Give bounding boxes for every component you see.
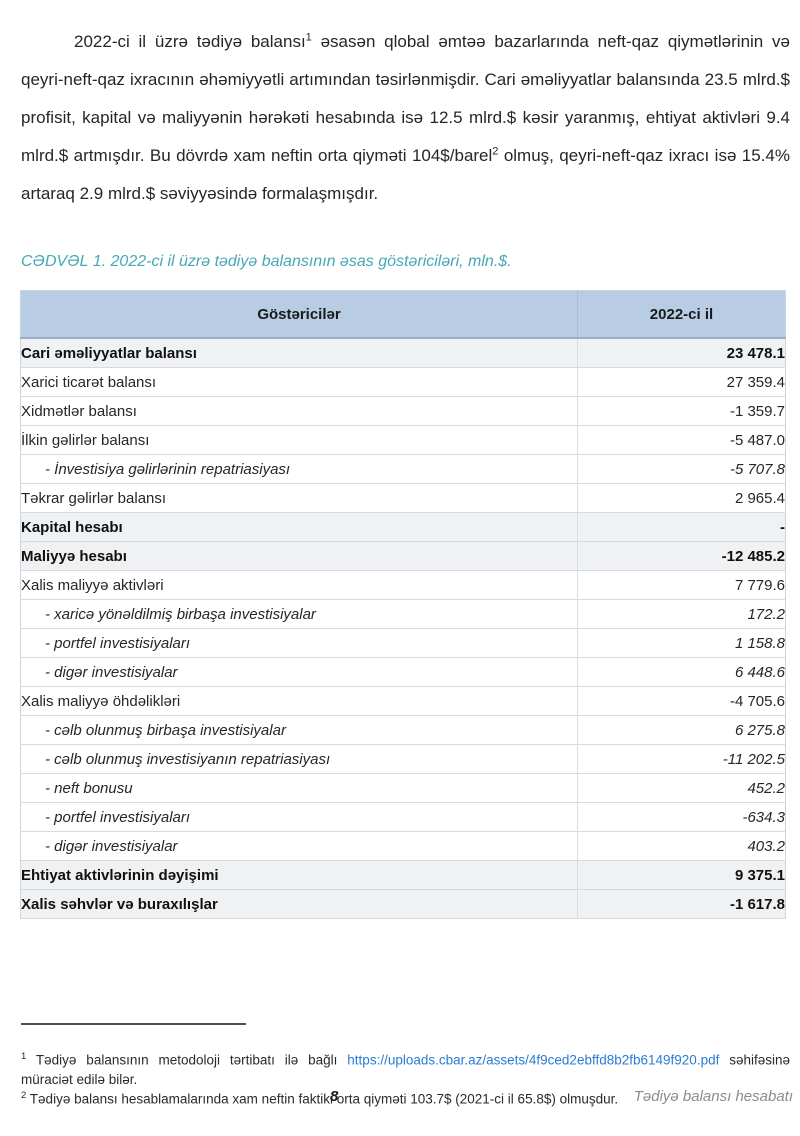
- row-label: Kapital hesabı: [20, 512, 578, 542]
- row-value: 6 275.8: [577, 715, 786, 745]
- row-value: -5 707.8: [577, 454, 786, 484]
- table-row: Təkrar gəlirlər balansı 2 965.4: [20, 483, 786, 513]
- table-row: Xalis maliyyə aktivləri 7 779.6: [20, 570, 786, 600]
- row-label: - digər investisiyalar: [20, 657, 578, 687]
- table-row: Xarici ticarət balansı 27 359.4: [20, 367, 786, 397]
- table-row: Xalis maliyyə öhdəlikləri -4 705.6: [20, 686, 786, 716]
- row-label: - portfel investisiyaları: [20, 628, 578, 658]
- row-label: - portfel investisiyaları: [20, 802, 578, 832]
- footnote-1-text-before: Tədiyə balansının metodoloji tərtibatı i…: [26, 1052, 348, 1067]
- footnote-separator: [21, 1023, 246, 1025]
- row-label: - İnvestisiya gəlirlərinin repatriasiyas…: [20, 454, 578, 484]
- column-header-indicators: Göstəricilər: [20, 290, 578, 339]
- row-label: Xalis maliyyə aktivləri: [20, 570, 578, 600]
- row-label: Cari əməliyyatlar balansı: [20, 338, 578, 368]
- row-label: İlkin gəlirlər balansı: [20, 425, 578, 455]
- row-label: Ehtiyat aktivlərinin dəyişimi: [20, 860, 578, 890]
- row-value: -12 485.2: [577, 541, 786, 571]
- row-value: -4 705.6: [577, 686, 786, 716]
- table-row: - portfel investisiyaları -634.3: [20, 802, 786, 832]
- footnote-link[interactable]: https://uploads.cbar.az/assets/4f9ced2eb…: [347, 1052, 720, 1067]
- table-caption: CƏDVƏL 1. 2022-ci il üzrə tədiyə balansı…: [21, 253, 512, 270]
- row-label: Təkrar gəlirlər balansı: [20, 483, 578, 513]
- table-row: Xidmətlər balansı -1 359.7: [20, 396, 786, 426]
- table-row: Cari əməliyyatlar balansı 23 478.1: [20, 338, 786, 368]
- paragraph-text-2: əsasən qlobal əmtəə bazarlarında neft-qa…: [21, 32, 790, 165]
- row-value: -634.3: [577, 802, 786, 832]
- row-value: 403.2: [577, 831, 786, 861]
- row-label: - cəlb olunmuş birbaşa investisiyalar: [20, 715, 578, 745]
- row-value: -: [577, 512, 786, 542]
- row-label: Xalis səhvlər və buraxılışlar: [20, 889, 578, 919]
- table-row: - İnvestisiya gəlirlərinin repatriasiyas…: [20, 454, 786, 484]
- table-row: Kapital hesabı -: [20, 512, 786, 542]
- row-value: 1 158.8: [577, 628, 786, 658]
- paragraph-text-1: 2022-ci il üzrə tədiyə balansı: [74, 32, 306, 51]
- table-row: - portfel investisiyaları 1 158.8: [20, 628, 786, 658]
- paragraph-text-3: olmuş, qeyri-neft-qaz ixracı isə 15.4% a…: [21, 146, 791, 203]
- row-value: 452.2: [577, 773, 786, 803]
- row-value: 9 375.1: [577, 860, 786, 890]
- row-value: 6 448.6: [577, 657, 786, 687]
- row-label: Xidmətlər balansı: [20, 396, 578, 426]
- footnote-1-marker: 1: [21, 1050, 27, 1062]
- balance-table: Göstəricilər 2022-ci il Cari əməliyyatla…: [20, 290, 786, 919]
- footnote-2: 2 Tədiyə balansı hesablamalarında xam ne…: [21, 1086, 790, 1110]
- footnote-2-marker: 2: [21, 1089, 27, 1101]
- footnote-ref-2: 2: [492, 145, 499, 158]
- intro-paragraph: 2022-ci il üzrə tədiyə balansı1 əsasən q…: [21, 23, 790, 213]
- row-label: - xaricə yönəldilmiş birbaşa investisiya…: [20, 599, 578, 629]
- row-value: -11 202.5: [577, 744, 786, 774]
- row-label: - digər investisiyalar: [20, 831, 578, 861]
- table-row: İlkin gəlirlər balansı -5 487.0: [20, 425, 786, 455]
- footnote-1-text-after: səhifəsinə müraciət edilə bilər.: [21, 1052, 791, 1087]
- row-value: 23 478.1: [577, 338, 786, 368]
- row-label: Xalis maliyyə öhdəlikləri: [20, 686, 578, 716]
- row-value: 7 779.6: [577, 570, 786, 600]
- row-label: - cəlb olunmuş investisiyanın repatriasi…: [20, 744, 578, 774]
- row-value: -5 487.0: [577, 425, 786, 455]
- table-row: Ehtiyat aktivlərinin dəyişimi 9 375.1: [20, 860, 786, 890]
- table-header-row: Göstəricilər 2022-ci il: [20, 290, 786, 339]
- table-body: Cari əməliyyatlar balansı 23 478.1 Xarici …: [20, 338, 786, 919]
- footnote-ref-1: 1: [305, 31, 312, 44]
- table-row: - digər investisiyalar 403.2: [20, 831, 786, 861]
- row-value: 2 965.4: [577, 483, 786, 513]
- table-row: Maliyyə hesabı -12 485.2: [20, 541, 786, 571]
- column-header-year: 2022-ci il: [577, 290, 786, 339]
- row-label: - neft bonusu: [20, 773, 578, 803]
- table-row: Xalis səhvlər və buraxılışlar -1 617.8: [20, 889, 786, 919]
- report-title: Tədiyə balansı hesabatı: [633, 1088, 793, 1105]
- row-value: 172.2: [577, 599, 786, 629]
- row-label: Xarici ticarət balansı: [20, 367, 578, 397]
- table-row: - neft bonusu 452.2: [20, 773, 786, 803]
- table-row: - xaricə yönəldilmiş birbaşa investisiya…: [20, 599, 786, 629]
- row-label: Maliyyə hesabı: [20, 541, 578, 571]
- table-row: - digər investisiyalar 6 448.6: [20, 657, 786, 687]
- footnote-1: 1 Tədiyə balansının metodoloji tərtibatı…: [21, 1047, 790, 1091]
- row-value: -1 617.8: [577, 889, 786, 919]
- table-row: - cəlb olunmuş birbaşa investisiyalar 6 2…: [20, 715, 786, 745]
- row-value: -1 359.7: [577, 396, 786, 426]
- footnote-2-text: Tədiyə balansı hesablamalarında xam neft…: [26, 1091, 619, 1106]
- table-row: - cəlb olunmuş investisiyanın repatriasi…: [20, 744, 786, 774]
- row-value: 27 359.4: [577, 367, 786, 397]
- page-number: 8: [330, 1088, 339, 1105]
